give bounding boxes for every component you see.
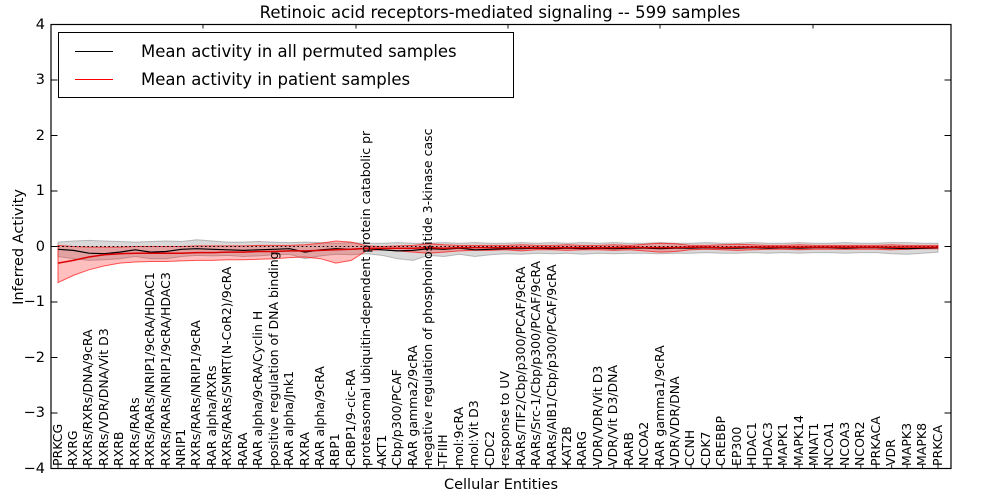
x-tick-label: mol:9cRA [450,406,466,466]
y-tick-label: −4 [23,460,45,477]
y-tick-label: 2 [35,127,45,144]
y-tick-label: −1 [23,294,45,310]
x-tick-label: PRKACA [867,416,883,466]
y-tick-label: 1 [35,183,45,199]
x-tick-label: CDK7 [697,431,713,466]
x-tick-label: RXRG [64,430,80,466]
y-tick-label: 3 [35,72,45,88]
x-tick-label: VDR/Vit D3/DNA [605,364,621,466]
x-tick-label: RXRs/RXRs/DNA/9cRA [80,329,96,466]
x-tick-label: VDR [883,439,899,466]
x-tick-label: TFIIH [435,434,451,466]
x-tick-label: RAR alpha/Jnk1 [281,370,297,466]
x-tick-label: RARG [574,430,590,466]
x-tick-label: mol:Vit D3 [466,400,482,466]
x-tick-label: RARs/Src-1/Cbp/p300/PCAF/9cRA [528,260,544,466]
x-tick-label: RARs/TIF2/Cbp/p300/PCAF/9cRA [512,266,528,466]
y-tick-label: 0 [35,238,45,255]
x-tick-label: PRKCA [929,424,945,466]
x-tick-label: MAPK14 [790,415,806,466]
x-tick-label: RXRs/RARs/NRIP1/9cRA/HDAC1 [142,272,158,466]
x-tick-label: RARA [234,432,250,466]
x-tick-label: RARs/AIB1/Cbp/p300/PCAF/9cRA [543,264,559,466]
x-tick-label: VDR/VDR/Vit D3 [589,365,605,466]
legend-item-patient: Mean activity in patient samples [75,70,513,89]
x-tick-label: RXRs/VDR/DNA/Vit D3 [95,328,111,466]
x-tick-label: CDC2 [481,430,497,466]
x-tick-label: NCOA2 [636,421,652,466]
x-tick-label: MAPK8 [914,422,930,466]
x-tick-label: RXRA [296,432,312,466]
x-tick-label: VDR/VDR/DNA [667,376,683,466]
x-tick-label: CREBBP [713,416,729,466]
x-tick-label: negative regulation of phosphoinositide … [420,128,436,467]
x-tick-label: positive regulation of DNA binding [265,251,281,466]
x-tick-label: RAR alpha/9cRA [311,366,327,466]
legend-line-patient-samples [75,78,113,80]
x-tick-label: response to UV [497,371,513,466]
x-tick-label: RAR alpha/RXRs [203,365,219,466]
x-tick-label: RAR gamma1/9cRA [651,345,667,466]
x-tick-label: NCOR2 [852,421,868,466]
legend-label-patient-samples: Mean activity in patient samples [141,69,411,89]
legend-line-permuted-samples [75,50,113,52]
x-tick-label: RXRs/RARs/NRIP1/9cRA [188,320,204,466]
x-tick-label: NRIP1 [173,428,188,466]
x-tick-label: MNAT1 [805,422,821,466]
x-tick-label: Cbp/p300/PCAF [389,369,405,466]
x-tick-label: CRBP1/9-cic-RA [342,369,358,466]
x-tick-label: NCOA1 [821,421,837,466]
legend-item-permuted: Mean activity in all permuted samples [75,42,513,61]
x-tick-label: AKT1 [373,434,389,466]
x-tick-label: RAR alpha/9cRA/Cyclin H [250,310,266,466]
y-tick-label: −3 [23,405,45,421]
legend-label-permuted-samples: Mean activity in all permuted samples [141,41,457,61]
y-tick-label: 4 [35,16,45,33]
x-tick-label: PRKCG [49,423,65,466]
x-tick-label: MAPK1 [775,422,791,466]
x-tick-label: proteasomal ubiquitin-dependent protein … [358,130,374,466]
x-tick-label: RXRs/RARs/SMRT(N-CoR2)/9cRA [219,266,235,466]
series-line-0 [57,246,939,255]
x-tick-label: NCOA3 [836,421,852,466]
x-tick-label: HDAC3 [759,422,775,466]
x-tick-label: RXRs/RARs [126,397,142,466]
x-tick-label: RBP1 [327,433,343,466]
x-axis-label: Cellular Entities [443,477,559,493]
chart-title: Retinoic acid receptors-mediated signali… [259,3,741,22]
x-tick-label: RARB [620,432,636,466]
legend: Mean activity in all permuted samples Me… [58,32,514,98]
x-tick-label: RXRB [111,431,127,466]
x-tick-label: RXRs/RARs/NRIP1/9cRA/HDAC3 [157,272,173,466]
x-tick-label: KAT2B [558,426,574,466]
y-tick-label: −2 [23,349,45,366]
x-tick-label: CCNH [682,429,698,466]
x-tick-label: MAPK3 [898,422,914,466]
series-line-1 [57,246,938,264]
x-tick-label: HDAC1 [744,422,760,466]
x-tick-label: RAR gamma2/9cRA [404,345,420,466]
x-tick-label: EP300 [728,426,744,466]
